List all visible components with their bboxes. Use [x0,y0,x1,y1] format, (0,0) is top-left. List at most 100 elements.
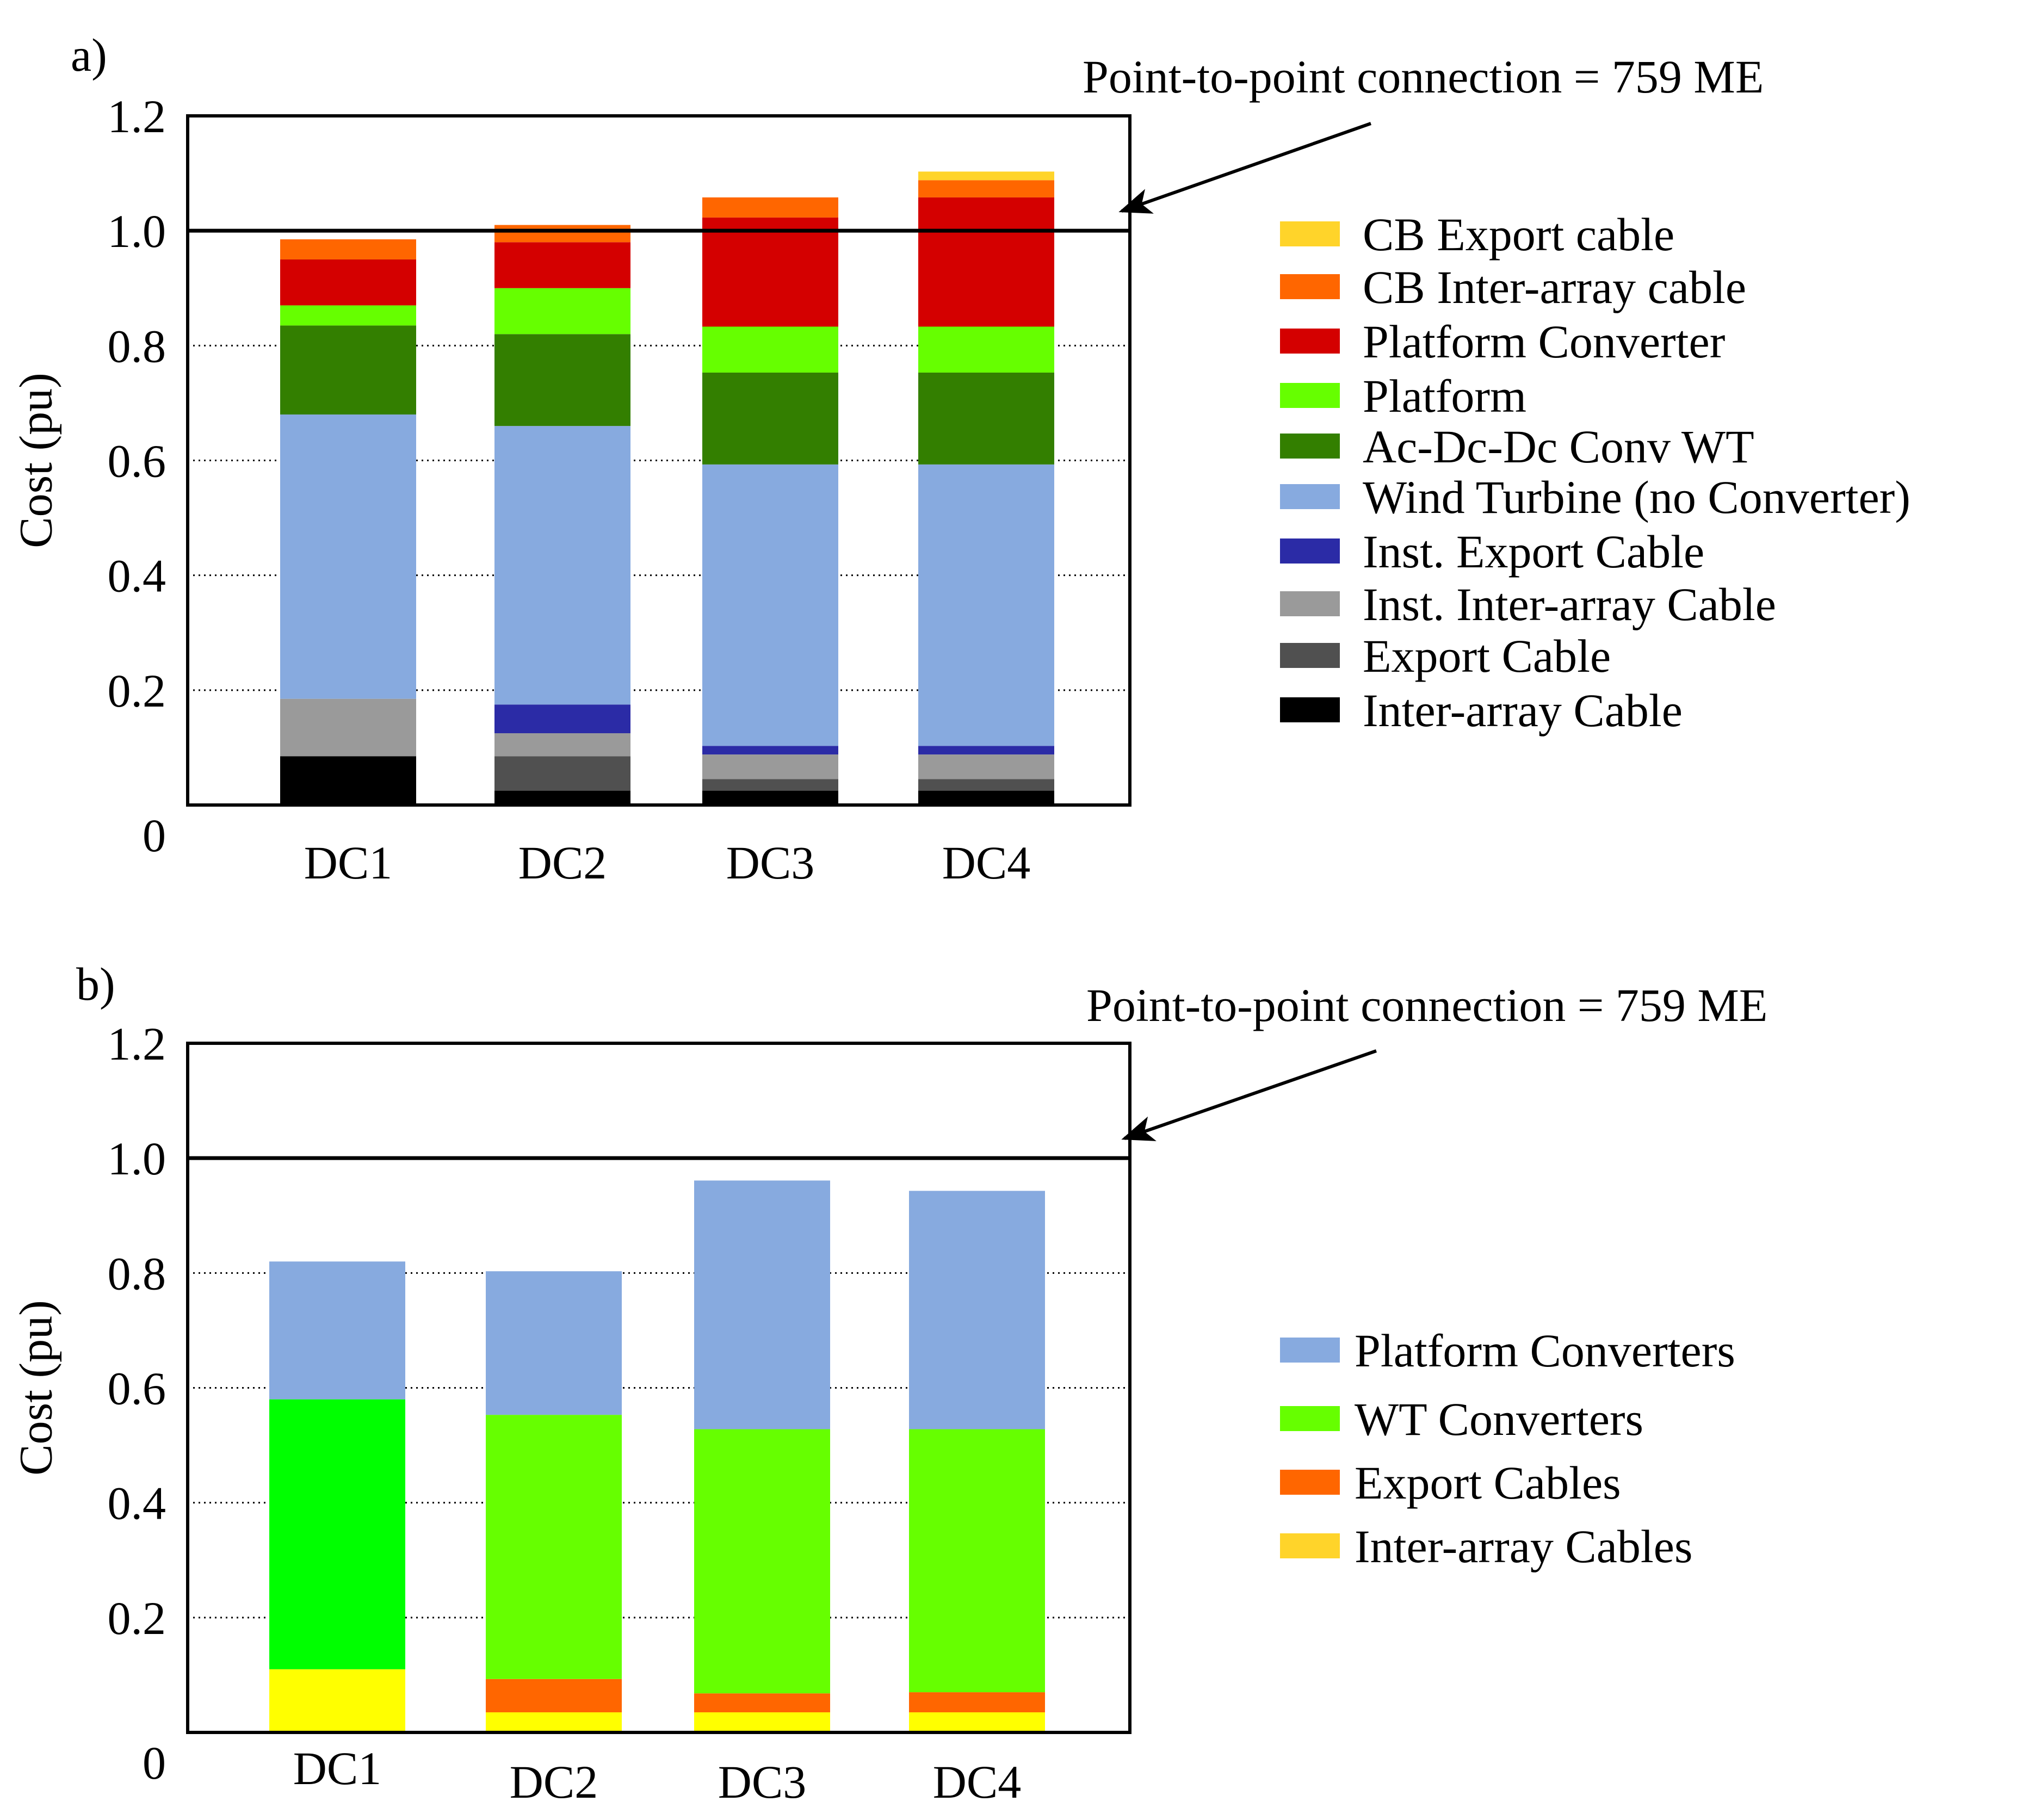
bar-segment [494,225,630,243]
legend-swatch [1280,1338,1340,1363]
legend-entry: Inst. Export Cable [1363,525,1704,578]
bar-segment [494,756,630,791]
legend-entry: Inter-array Cable [1363,684,1683,736]
y-tick-label: 1.0 [108,1132,166,1185]
bar-segment [486,1712,622,1732]
y-tick-label: 0.8 [108,1247,166,1299]
y-tick-label: 0.2 [108,1592,166,1644]
y-tick-label: 0.4 [108,550,166,602]
bar-segment [280,239,416,259]
legend-swatch [1280,1406,1340,1431]
legend-entry: CB Export cable [1363,208,1674,261]
legend-entry: Platform Converters [1355,1324,1735,1377]
bar-segment [918,372,1054,465]
bar-segment [909,1712,1045,1732]
y-axis-label: Cost (pu) [10,1300,62,1476]
legend-entry: WT Converters [1355,1393,1643,1445]
chart-panel-a: 0 0.2 0.4 0.6 0.8 1.0 1.2 DC1 DC2 DC3 DC4 Cost (pu)… [10,29,1910,889]
bar-segment [486,1415,622,1679]
bar-segment [280,414,416,699]
bar-segment [280,756,416,805]
legend-entry: Platform [1363,370,1526,422]
bar-segment [694,1712,830,1732]
bar-segment [486,1271,622,1415]
legend-swatch [1280,434,1340,459]
x-tick-label: DC1 [293,1742,381,1794]
bar-segment [918,197,1054,327]
bar-segment [280,259,416,306]
bar-segment [918,326,1054,373]
bar-segment [918,746,1054,755]
bar-segment [280,305,416,326]
bar-segment [909,1191,1045,1429]
plot-frame [186,1042,1131,1734]
legend-swatch [1280,591,1340,616]
bar-segment [702,372,838,465]
x-tick-label: DC1 [304,837,392,889]
plot-frame [186,114,1131,807]
legend-entry: CB Inter-array cable [1363,261,1746,313]
x-tick-label: DC2 [518,837,607,889]
y-axis-label: Cost (pu) [10,373,62,548]
bar-segment [918,790,1054,805]
y-tick-label: 1.2 [108,1018,166,1070]
legend-entry: Inst. Inter-array Cable [1363,578,1776,630]
bar-segment [702,217,838,327]
bar-segment [494,334,630,426]
bar-segment [909,1692,1045,1713]
bar-segment [918,180,1054,197]
x-tick-label: DC3 [726,837,814,889]
legend: Platform Converters WT Converters Export C… [1280,1324,1735,1573]
legend-swatch [1280,697,1340,722]
legend-swatch [1280,1533,1340,1558]
bar-segment [702,464,838,746]
x-tick-label: DC4 [942,837,1030,889]
legend-entry: Inter-array Cables [1355,1520,1692,1573]
chart-panel-b: 0 0.2 0.4 0.6 0.8 1.0 1.2 DC1 DC2 DC3 DC4 Cost (pu)… [10,958,1768,1808]
panel-label: b) [76,958,115,1010]
reference-annotation: Point-to-point connection = 759 ME [1086,979,1767,1031]
bar-segment [694,1429,830,1694]
bar-segment [494,790,630,805]
bar-segment [909,1429,1045,1693]
bar-segment [280,698,416,757]
bar-segment [486,1679,622,1713]
x-tick-label: DC2 [510,1756,598,1808]
legend-entry: Platform Converter [1363,315,1725,368]
y-tick-label: 0.6 [108,435,166,487]
legend-entry: Export Cables [1355,1457,1621,1509]
bar-segment [694,1693,830,1713]
bar-segment [702,197,838,218]
y-tick-label: 1.0 [108,205,166,257]
bar-segment [918,171,1054,181]
bar-segment [269,1669,405,1732]
annotation-arrow [1118,122,1371,214]
bar-segment [494,704,630,734]
legend-entry: Wind Turbine (no Converter) [1363,471,1910,523]
y-tick-label: 0.2 [108,665,166,717]
panel-label: a) [71,29,107,81]
y-tick-label: 0.4 [108,1477,166,1530]
legend-swatch [1280,221,1340,246]
y-tick-label: 1.2 [108,90,166,143]
bar-segment [918,464,1054,746]
legend-swatch [1280,329,1340,354]
x-tick-label: DC3 [718,1756,806,1808]
bar-segment [702,326,838,373]
bar-segment [269,1399,405,1669]
y-tick-label: 0.6 [108,1363,166,1415]
legend-entry: Export Cable [1363,630,1611,682]
bar-segment [702,790,838,805]
bar-segment [269,1261,405,1400]
legend-swatch [1280,538,1340,564]
bar-segment [702,779,838,791]
legend-swatch [1280,274,1340,299]
bar-segment [694,1180,830,1429]
bar-segment [702,754,838,779]
bar-segment [918,754,1054,779]
legend-swatch [1280,484,1340,509]
reference-annotation: Point-to-point connection = 759 ME [1083,51,1764,103]
annotation-arrow [1121,1049,1377,1141]
